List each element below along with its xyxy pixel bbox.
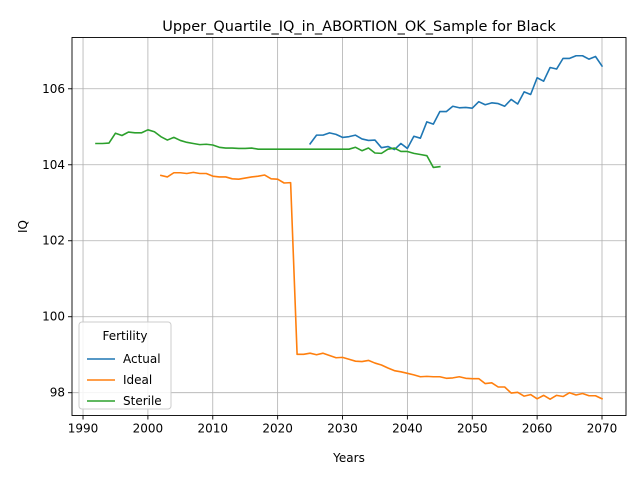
plot-frame xyxy=(71,37,627,416)
x-tick-label: 2020 xyxy=(262,422,293,436)
y-tick-label: 104 xyxy=(42,158,65,172)
x-tick-label: 2000 xyxy=(133,422,164,436)
legend-label-sterile: Sterile xyxy=(123,394,162,408)
y-tick-label: 102 xyxy=(42,234,65,248)
x-tick-label: 2030 xyxy=(327,422,358,436)
series-layer xyxy=(95,54,604,400)
x-tick-label: 2060 xyxy=(522,422,553,436)
y-axis: 98 100 102 104 106 xyxy=(42,82,72,400)
x-tick-label: 2010 xyxy=(197,422,228,436)
x-tick-label: 2070 xyxy=(587,422,618,436)
x-tick-label: 1990 xyxy=(68,422,99,436)
series-line-actual xyxy=(308,54,604,151)
legend-label-actual: Actual xyxy=(123,352,161,366)
x-tick-label: 2050 xyxy=(457,422,488,436)
x-axis: 1990 2000 2010 2020 2030 2040 2050 2060 2070 xyxy=(68,415,618,436)
chart-title: Upper_Quartile_IQ_in_ABORTION_OK_Sample … xyxy=(162,19,556,35)
legend-title: Fertility xyxy=(102,329,147,343)
x-tick-label: 2040 xyxy=(392,422,423,436)
series-line-ideal xyxy=(159,171,604,400)
legend-label-ideal: Ideal xyxy=(123,373,152,387)
y-tick-label: 106 xyxy=(42,82,65,96)
y-axis-label: IQ xyxy=(16,220,30,233)
y-tick-label: 100 xyxy=(42,310,65,324)
x-axis-label: Years xyxy=(332,451,365,465)
legend: Fertility Actual Ideal Sterile xyxy=(78,321,172,410)
series-line-sterile xyxy=(95,129,441,169)
legend-box xyxy=(78,321,172,410)
y-tick-label: 98 xyxy=(50,386,65,400)
